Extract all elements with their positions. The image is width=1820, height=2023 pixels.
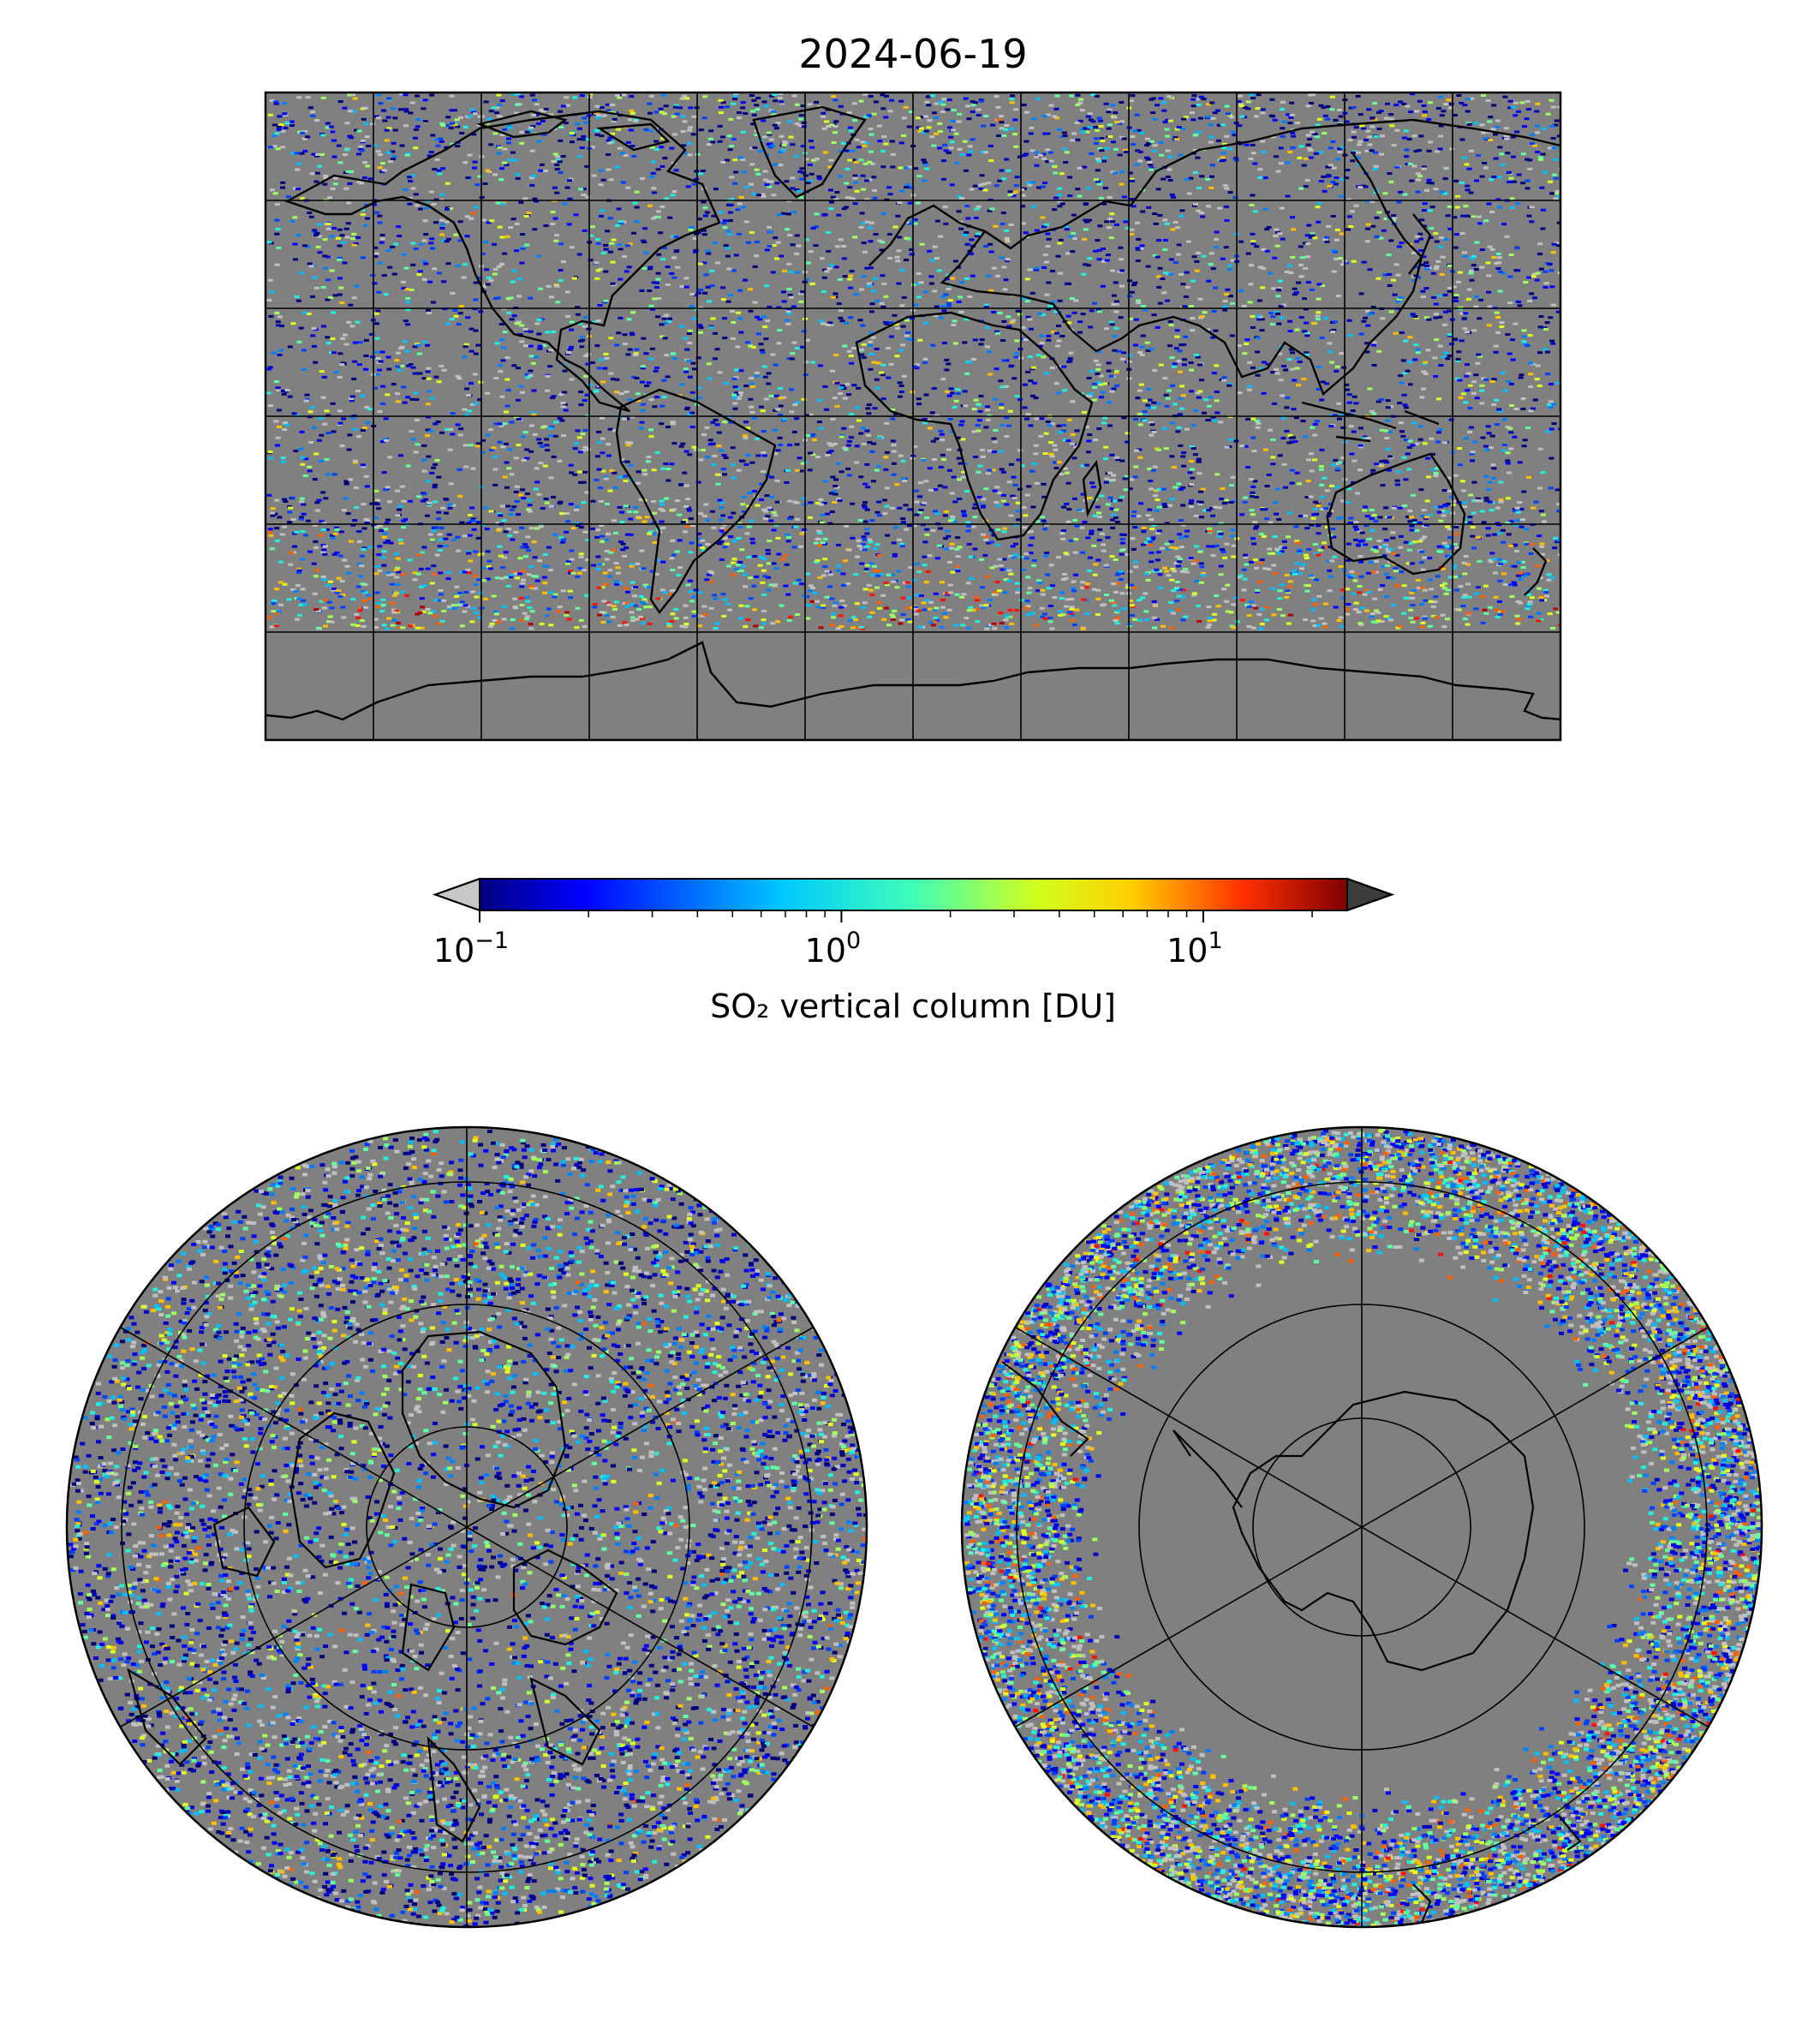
south-polar-frame: [960, 1125, 1763, 1929]
colorbar-over-extension: [1346, 877, 1394, 912]
north-polar-frame: [65, 1125, 868, 1929]
south-gridlines: [1015, 1127, 1709, 1927]
colorbar-label: SO₂ vertical column [DU]: [710, 988, 1116, 1025]
colorbar-tick-label: 10−1: [433, 928, 509, 970]
colorbar-under-extension: [433, 877, 480, 912]
colorbar-tick-label: 101: [1167, 928, 1223, 970]
colorbar: 10−1 100 101 SO₂ vertical column [DU]: [433, 877, 1394, 1025]
north-gridlines: [120, 1127, 814, 1927]
figure-title: 2024-06-19: [798, 31, 1027, 77]
global-coastlines: [266, 105, 1560, 721]
north-polar-map: [65, 1125, 868, 1929]
north-coastlines: [127, 1330, 618, 1843]
colorbar-tick-labels: 10−1 100 101: [433, 928, 1223, 970]
colorbar-tick-label: 100: [805, 928, 862, 970]
colorbar-ticks: [479, 910, 1313, 922]
colorbar-gradient: [480, 879, 1347, 910]
north-so2-pixels: [68, 1130, 867, 1927]
global-gridlines: [266, 92, 1560, 740]
global-so2-pixels: [266, 92, 1560, 630]
south-so2-pixels: [963, 1128, 1762, 1927]
global-map: [264, 91, 1562, 742]
south-coastlines: [1001, 1361, 1582, 1924]
global-map-frame: [264, 91, 1562, 742]
south-polar-map: [960, 1125, 1763, 1929]
